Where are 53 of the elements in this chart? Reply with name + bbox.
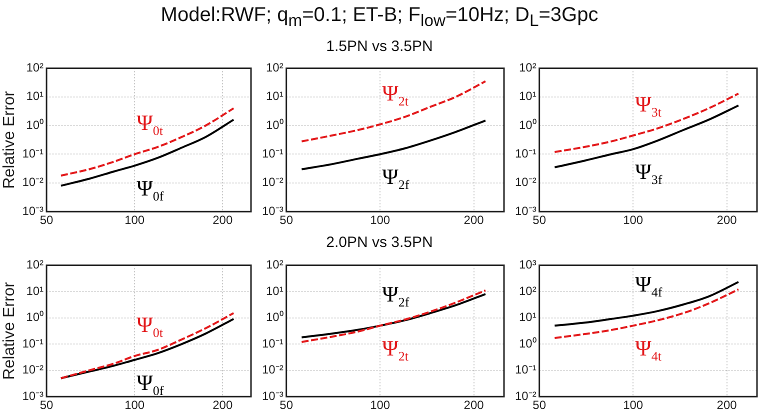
y-tick-label: 10⁰ (518, 336, 536, 350)
x-tick-label: 200 (212, 398, 233, 412)
chart-subtitle: 1.5PN vs 3.5PN (325, 38, 434, 55)
x-tick-label: 100 (623, 398, 644, 412)
y-tick-label: 10⁻² (22, 175, 44, 190)
x-tick-label: 50 (40, 213, 54, 228)
y-tick-label: 10⁻² (22, 362, 44, 377)
x-tick-label: 50 (280, 213, 294, 228)
y-tick-label: 10⁻¹ (262, 146, 284, 161)
y-tick-label: 10² (519, 284, 536, 298)
x-tick-label: 50 (532, 398, 546, 412)
y-tick-label: 10² (26, 258, 44, 272)
y-tick-label: 10⁻¹ (262, 336, 284, 350)
x-tick-label: 200 (716, 398, 738, 412)
y-tick-label: 10⁰ (26, 310, 44, 324)
y-tick-label: 10¹ (266, 284, 284, 298)
y-tick-label: 10⁰ (518, 118, 536, 132)
y-tick-label: 10¹ (266, 89, 284, 104)
x-tick-label: 200 (464, 398, 484, 412)
y-tick-label: 10⁰ (266, 118, 284, 132)
y-tick-label: 10¹ (26, 89, 44, 104)
y-tick-label: 10¹ (519, 310, 536, 324)
y-axis-title: Relative Error (1, 281, 18, 380)
chart-subtitle: 2.0PN vs 3.5PN (325, 234, 434, 251)
y-tick-label: 10³ (519, 258, 536, 272)
y-tick-label: 10⁻¹ (515, 362, 536, 377)
x-tick-label: 200 (716, 213, 738, 228)
x-tick-label: 100 (124, 213, 145, 228)
y-tick-label: 10⁻² (515, 175, 536, 190)
x-tick-label: 100 (124, 398, 145, 412)
y-tick-label: 10² (266, 60, 284, 75)
y-tick-label: 10⁻² (262, 362, 284, 377)
y-tick-label: 10⁰ (266, 310, 284, 324)
y-tick-label: 10² (519, 60, 536, 75)
y-tick-label: 10⁻² (262, 175, 284, 190)
y-axis-title: Relative Error (1, 90, 18, 189)
x-tick-label: 50 (532, 213, 546, 228)
y-tick-label: 10⁻¹ (22, 146, 44, 161)
x-tick-label: 100 (370, 213, 390, 228)
x-tick-label: 50 (280, 398, 294, 412)
y-tick-label: 10² (26, 60, 44, 75)
y-tick-label: 10² (266, 258, 284, 272)
chart-title: Model:RWF; q$_{m}$=0.1; ET-B; F$_{low}$=10Hz; D$_{L}$=3Gpc (160, 4, 600, 31)
y-tick-label: 10¹ (26, 284, 44, 298)
x-tick-label: 50 (40, 398, 54, 412)
x-tick-label: 100 (623, 213, 644, 228)
x-tick-label: 200 (212, 213, 233, 228)
x-tick-label: 200 (464, 213, 484, 228)
y-tick-label: 10⁰ (26, 118, 44, 132)
y-tick-label: 10⁻¹ (22, 336, 44, 350)
x-tick-label: 100 (370, 398, 390, 412)
y-tick-label: 10⁻¹ (515, 146, 536, 161)
y-tick-label: 10¹ (519, 89, 536, 104)
